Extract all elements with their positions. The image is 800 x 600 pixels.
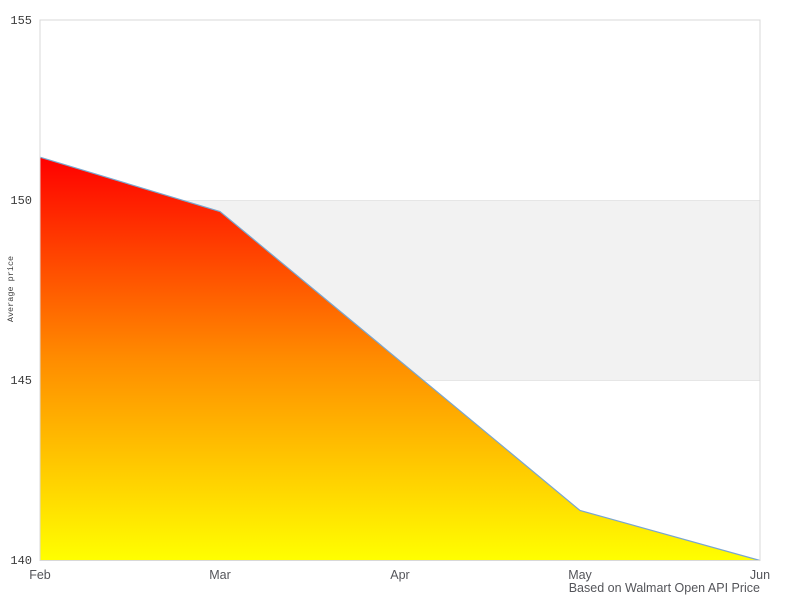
svg-text:Based on Walmart Open API Pric: Based on Walmart Open API Price: [569, 581, 760, 595]
svg-text:May: May: [568, 568, 592, 582]
svg-text:145: 145: [10, 374, 32, 388]
svg-text:140: 140: [10, 554, 32, 568]
svg-text:150: 150: [10, 194, 32, 208]
svg-text:Average price: Average price: [6, 256, 16, 322]
svg-text:Feb: Feb: [29, 568, 51, 582]
svg-text:Apr: Apr: [390, 568, 409, 582]
svg-text:Jun: Jun: [750, 568, 770, 582]
svg-text:Mar: Mar: [209, 568, 231, 582]
svg-text:155: 155: [10, 14, 32, 28]
